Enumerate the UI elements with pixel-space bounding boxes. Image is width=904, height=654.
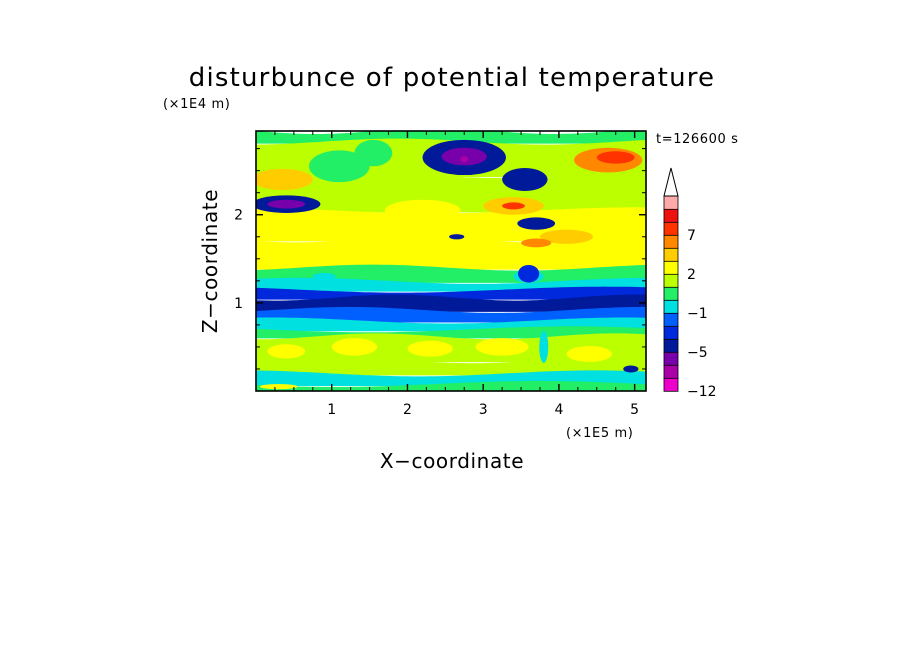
contour-blob bbox=[596, 151, 635, 164]
x-tick-label: 2 bbox=[403, 402, 412, 418]
contour-blob bbox=[518, 264, 540, 283]
contour-blob bbox=[475, 338, 529, 356]
contour-blob bbox=[331, 338, 378, 356]
time-label: t=126600 s bbox=[656, 132, 739, 147]
contour-blob bbox=[539, 331, 549, 363]
contour-blob bbox=[354, 139, 393, 167]
colorbar-tick-label: −1 bbox=[687, 306, 708, 322]
x-tick-label: 5 bbox=[630, 402, 639, 418]
x-axis-label: X−coordinate bbox=[380, 449, 524, 473]
y-unit-label: (×1E4 m) bbox=[163, 97, 230, 112]
contour-blob bbox=[623, 365, 639, 373]
colorbar-segment bbox=[663, 364, 679, 379]
contour-blob bbox=[502, 167, 548, 191]
contour-band bbox=[256, 380, 646, 391]
colorbar-segment bbox=[663, 312, 679, 327]
colorbar-segment bbox=[663, 325, 679, 340]
colorbar-tick-label: 7 bbox=[687, 228, 696, 244]
colorbar-segment bbox=[663, 286, 679, 301]
colorbar-segment bbox=[663, 247, 679, 262]
contour-blob bbox=[259, 383, 298, 390]
colorbar-segment bbox=[663, 351, 679, 366]
colorbar: −12−5−127 bbox=[663, 167, 717, 400]
colorbar-extend-arrow bbox=[663, 167, 679, 197]
plot-frame bbox=[255, 130, 647, 392]
contour-band bbox=[256, 264, 646, 283]
contour-blob bbox=[267, 199, 306, 209]
contour-blob bbox=[256, 168, 313, 191]
chart-title: disturbunce of potential temperature bbox=[189, 63, 716, 93]
contour-blob bbox=[369, 243, 491, 265]
contour-blob bbox=[539, 229, 593, 244]
plot-area bbox=[256, 131, 646, 391]
contour-blob bbox=[460, 156, 469, 163]
contour-blob bbox=[312, 272, 336, 280]
colorbar-segment bbox=[663, 338, 679, 353]
contour-blob bbox=[566, 346, 612, 362]
x-tick-label: 3 bbox=[479, 402, 488, 418]
contour-blob bbox=[521, 238, 552, 248]
colorbar-segment bbox=[663, 195, 679, 210]
y-tick-label: 1 bbox=[234, 296, 243, 312]
contour-blob bbox=[502, 202, 525, 210]
y-tick-label: 2 bbox=[234, 208, 243, 224]
contour-blob bbox=[384, 199, 461, 221]
x-tick-label: 1 bbox=[327, 402, 336, 418]
contour-blobs bbox=[256, 139, 643, 390]
contour-band bbox=[256, 357, 646, 376]
colorbar-segment bbox=[663, 208, 679, 223]
colorbar-tick-label: 2 bbox=[687, 267, 696, 283]
contour-blob bbox=[267, 344, 306, 359]
colorbar-segment bbox=[663, 234, 679, 249]
contour-blob bbox=[517, 217, 556, 230]
colorbar-segment bbox=[663, 299, 679, 314]
contour-band bbox=[256, 172, 646, 213]
colorbar-segment bbox=[663, 377, 679, 392]
contour-blob bbox=[407, 340, 453, 357]
colorbar-tick-label: −12 bbox=[687, 384, 717, 400]
contour-blob bbox=[449, 234, 465, 240]
colorbar-tick-label: −5 bbox=[687, 345, 708, 361]
colorbar-segment bbox=[663, 260, 679, 275]
y-axis-label: Z−coordinate bbox=[198, 189, 222, 333]
contour-bands bbox=[256, 131, 646, 391]
colorbar-segment bbox=[663, 221, 679, 236]
contour-blob bbox=[309, 150, 370, 183]
y-axis: 12 bbox=[234, 148, 646, 370]
x-tick-label: 4 bbox=[554, 402, 563, 418]
contour-band bbox=[256, 306, 646, 323]
x-unit-label: (×1E5 m) bbox=[566, 426, 633, 441]
colorbar-segment bbox=[663, 273, 679, 288]
x-axis: 1 2 3 4 5 bbox=[274, 131, 639, 418]
